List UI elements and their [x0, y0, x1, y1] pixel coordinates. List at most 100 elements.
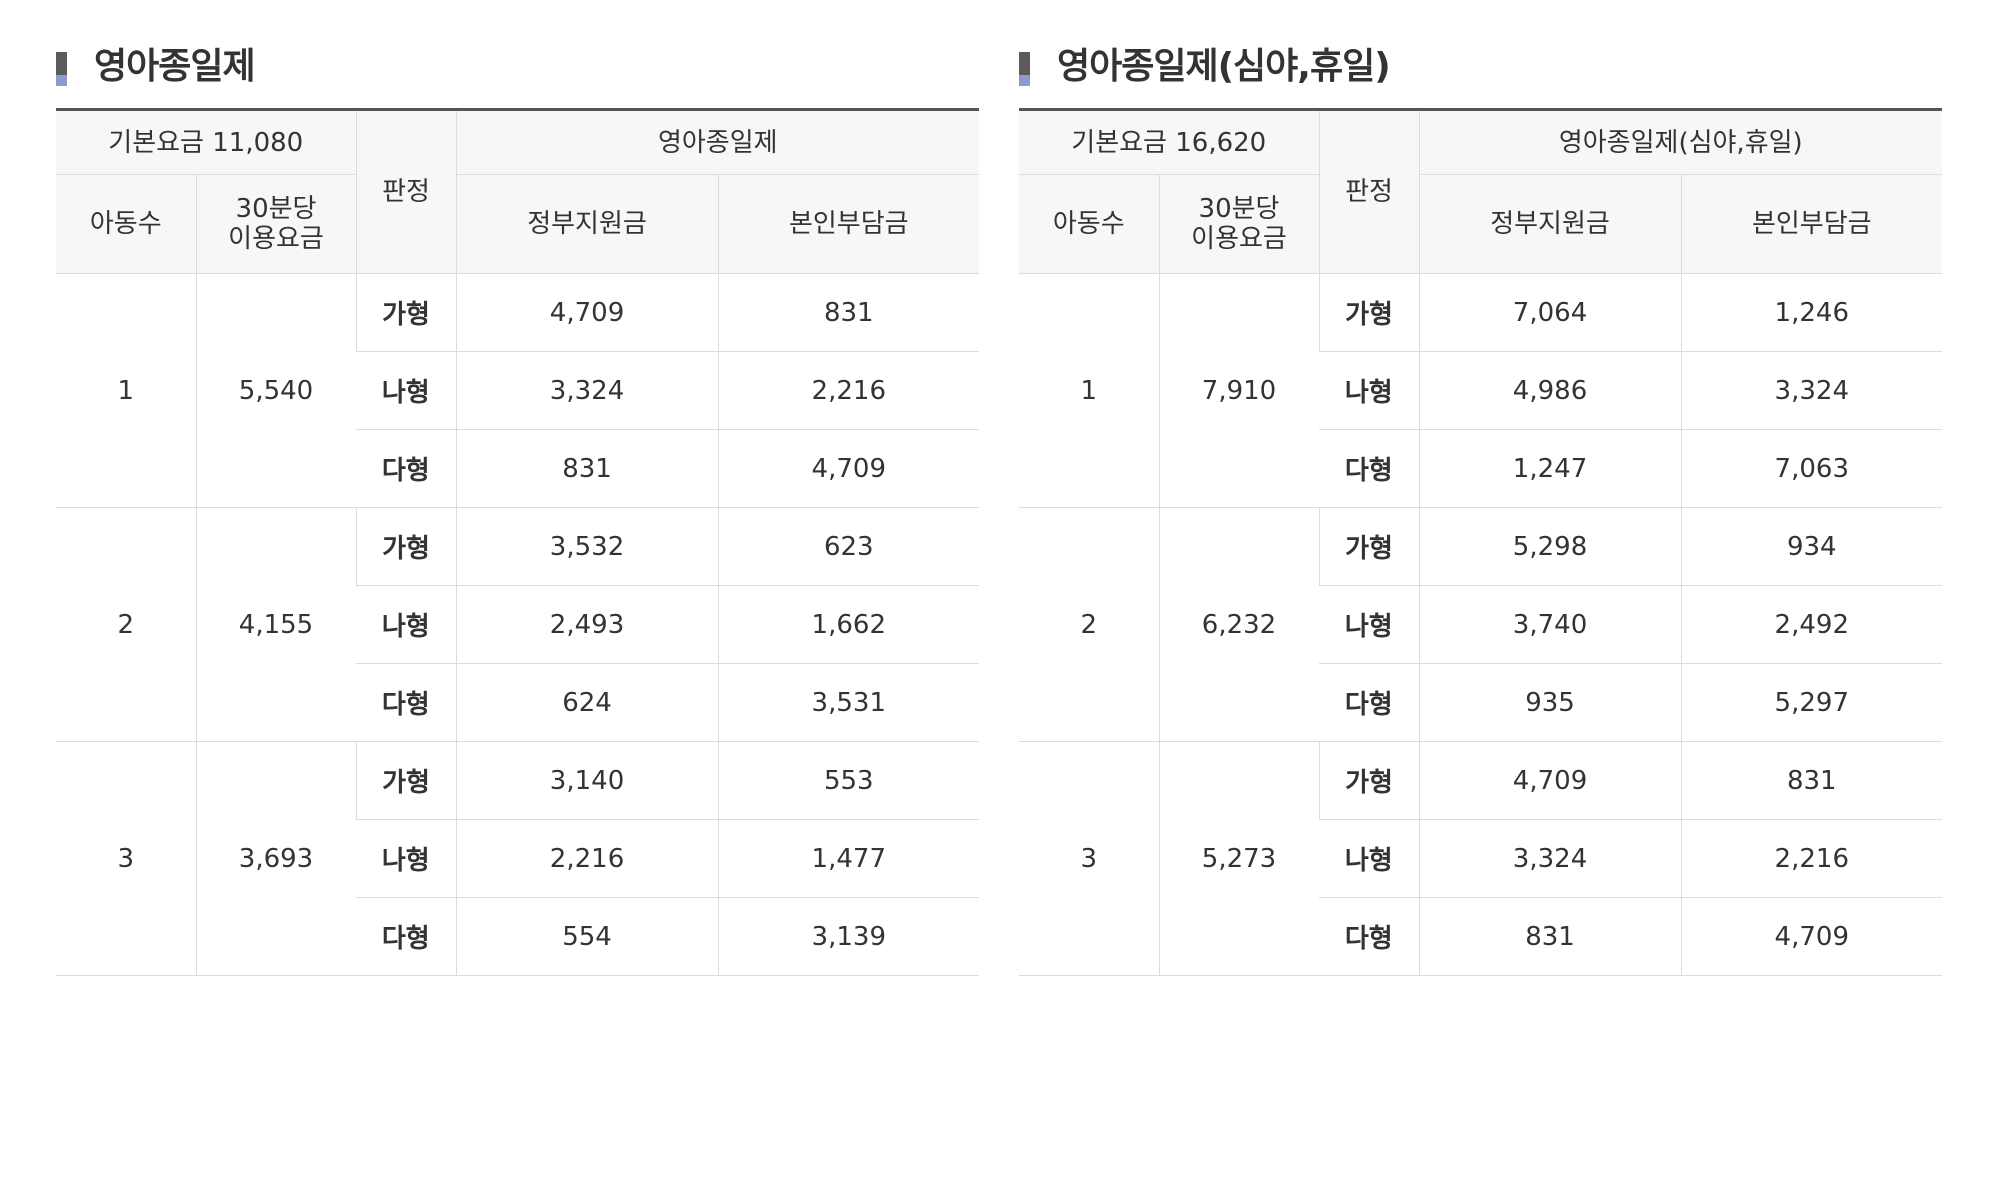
fee-cell: 4,155	[195, 507, 357, 742]
grade-cell: 나형	[1319, 819, 1420, 898]
gov-subsidy-cell: 3,740	[1418, 585, 1682, 664]
table-row: 2 4,155 가형 3,532 623	[56, 507, 980, 742]
gov-subsidy-cell: 3,324	[1418, 819, 1682, 898]
table-header-row: 기본요금 16,620 판정 영아종일제(심야,휴일)	[1019, 109, 1943, 274]
base-fee-header: 기본요금 11,080	[56, 109, 357, 175]
grade-cell: 나형	[1319, 585, 1420, 664]
group-header: 영아종일제	[455, 109, 980, 175]
self-pay-cell: 934	[1680, 507, 1943, 586]
grade-cell: 가형	[1318, 507, 1420, 586]
self-pay-cell: 5,297	[1680, 663, 1943, 742]
table-row: 3 3,693 가형 3,140 553	[56, 741, 980, 976]
gov-subsidy-cell: 4,986	[1418, 351, 1682, 430]
children-count-cell: 2	[1019, 507, 1159, 742]
table-row: 나형 2,216 1,477	[56, 819, 980, 898]
self-pay-cell: 3,531	[717, 663, 980, 742]
fee-per-30min-header: 30분당 이용요금	[1158, 174, 1320, 274]
table-header-row: 기본요금 11,080 판정 영아종일제	[56, 109, 980, 274]
self-pay-cell: 1,477	[717, 819, 980, 898]
self-pay-cell: 3,324	[1680, 351, 1943, 430]
fee-cell: 5,273	[1158, 741, 1320, 976]
grade-cell: 다형	[356, 897, 457, 976]
grade-header: 판정	[1318, 109, 1420, 274]
self-pay-cell: 553	[717, 741, 980, 820]
section-title-text: 영아종일제	[94, 46, 256, 87]
grade-cell: 가형	[1318, 741, 1420, 820]
table-row: 다형 935 5,297	[1019, 663, 1943, 742]
self-pay-cell: 2,216	[717, 351, 980, 430]
table-header-row: 아동수 30분당 이용요금 정부지원금 본인부담금	[1019, 174, 1943, 274]
self-pay-header: 본인부담금	[1680, 174, 1943, 274]
fee-cell: 5,540	[195, 273, 357, 508]
self-pay-cell: 7,063	[1680, 429, 1943, 508]
table-row: 1 7,910 가형 7,064 1,246	[1019, 273, 1943, 508]
table-row: 2 6,232 가형 5,298 934	[1019, 507, 1943, 742]
grade-cell: 다형	[1319, 663, 1420, 742]
table-row: 나형 3,740 2,492	[1019, 585, 1943, 664]
table-row: 3 5,273 가형 4,709 831	[1019, 741, 1943, 976]
self-pay-cell: 2,492	[1680, 585, 1943, 664]
grade-cell: 다형	[356, 663, 457, 742]
children-count-header: 아동수	[56, 174, 196, 274]
children-count-cell: 3	[1019, 741, 1159, 976]
grade-cell: 나형	[1319, 351, 1420, 430]
section-title: 영아종일제	[56, 46, 979, 88]
gov-subsidy-cell: 831	[455, 429, 719, 508]
table-row: 다형 624 3,531	[56, 663, 980, 742]
gov-subsidy-cell: 2,216	[455, 819, 719, 898]
table-row: 나형 2,493 1,662	[56, 585, 980, 664]
table-row: 다형 831 4,709	[56, 429, 980, 508]
grade-cell: 다형	[1319, 897, 1420, 976]
fee-section-night-holiday: 영아종일제(심야,휴일) 기본요금 16,620 판정 영아종일제(심야,휴일)…	[1019, 46, 1943, 976]
table-header-row: 아동수 30분당 이용요금 정부지원금 본인부담금	[56, 174, 980, 274]
gov-subsidy-cell: 554	[455, 897, 719, 976]
fee-table-daytime: 기본요금 11,080 판정 영아종일제 아동수 30분당 이용요금 정부지원금 …	[56, 108, 980, 976]
children-count-header: 아동수	[1019, 174, 1159, 274]
grade-cell: 다형	[356, 429, 457, 508]
table-row: 나형 3,324 2,216	[56, 351, 980, 430]
base-fee-header: 기본요금 16,620	[1019, 109, 1320, 175]
grade-cell: 나형	[356, 351, 457, 430]
fee-table-night-holiday: 기본요금 16,620 판정 영아종일제(심야,휴일) 아동수 30분당 이용요금…	[1019, 108, 1943, 976]
fee-cell: 6,232	[1158, 507, 1320, 742]
gov-subsidy-cell: 3,532	[455, 507, 719, 586]
self-pay-cell: 831	[1680, 741, 1943, 820]
gov-subsidy-cell: 4,709	[455, 273, 719, 352]
self-pay-cell: 831	[717, 273, 980, 352]
table-row: 1 5,540 가형 4,709 831	[56, 273, 980, 508]
self-pay-cell: 3,139	[717, 897, 980, 976]
table-row: 나형 3,324 2,216	[1019, 819, 1943, 898]
self-pay-header: 본인부담금	[717, 174, 980, 274]
table-row: 다형 554 3,139	[56, 897, 980, 976]
gov-subsidy-cell: 1,247	[1418, 429, 1682, 508]
self-pay-cell: 2,216	[1680, 819, 1943, 898]
self-pay-cell: 1,246	[1680, 273, 1943, 352]
gov-subsidy-cell: 4,709	[1418, 741, 1682, 820]
gov-subsidy-header: 정부지원금	[1418, 174, 1682, 274]
gov-subsidy-cell: 831	[1418, 897, 1682, 976]
table-row: 다형 831 4,709	[1019, 897, 1943, 976]
gov-subsidy-cell: 7,064	[1418, 273, 1682, 352]
children-count-cell: 2	[56, 507, 196, 742]
grade-cell: 나형	[356, 585, 457, 664]
table-row: 나형 4,986 3,324	[1019, 351, 1943, 430]
grade-cell: 가형	[355, 273, 457, 352]
fee-section-daytime: 영아종일제 기본요금 11,080 판정 영아종일제 아동수 30분당 이용요금 …	[56, 46, 980, 976]
self-pay-cell: 1,662	[717, 585, 980, 664]
grade-header: 판정	[355, 109, 457, 274]
fee-cell: 7,910	[1158, 273, 1320, 508]
group-header: 영아종일제(심야,휴일)	[1418, 109, 1943, 175]
section-title-text: 영아종일제(심야,휴일)	[1057, 46, 1391, 87]
grade-cell: 가형	[1318, 273, 1420, 352]
gov-subsidy-cell: 3,140	[455, 741, 719, 820]
gov-subsidy-cell: 935	[1418, 663, 1682, 742]
self-pay-cell: 4,709	[717, 429, 980, 508]
self-pay-cell: 623	[717, 507, 980, 586]
gov-subsidy-header: 정부지원금	[455, 174, 719, 274]
title-marker-icon	[56, 52, 67, 86]
table-row: 다형 1,247 7,063	[1019, 429, 1943, 508]
grade-cell: 가형	[355, 741, 457, 820]
children-count-cell: 1	[56, 273, 196, 508]
gov-subsidy-cell: 624	[455, 663, 719, 742]
fee-per-30min-header: 30분당 이용요금	[195, 174, 357, 274]
